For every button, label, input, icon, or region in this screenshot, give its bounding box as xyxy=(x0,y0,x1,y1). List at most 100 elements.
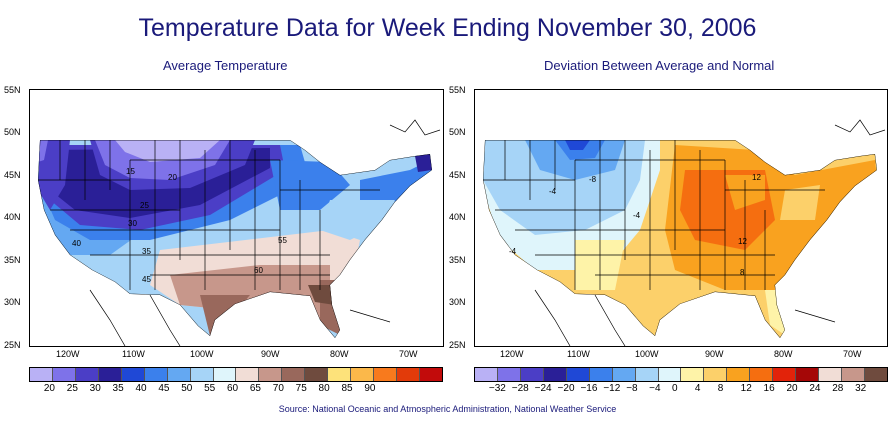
contour-label: 35 xyxy=(142,247,151,256)
lat-label: 25N xyxy=(4,340,21,350)
lon-label: 100W xyxy=(190,349,214,359)
legend-label: 45 xyxy=(158,383,170,394)
legend-swatch xyxy=(704,368,728,381)
legend-swatch xyxy=(566,368,590,381)
legend-swatch xyxy=(167,368,191,381)
legend-label: 12 xyxy=(740,383,752,394)
legend-swatch xyxy=(259,368,283,381)
legend-label: −8 xyxy=(626,383,638,394)
source-credit: Source: National Oceanic and Atmospheric… xyxy=(278,404,617,414)
legend-swatch xyxy=(351,368,375,381)
legend-label: 0 xyxy=(672,383,678,394)
contour-label: -4 xyxy=(549,187,557,196)
lon-label: 80W xyxy=(330,349,349,359)
legend-swatch xyxy=(796,368,820,381)
legend-swatch xyxy=(190,368,214,381)
deviation-color-legend xyxy=(474,367,888,382)
lat-label: 55N xyxy=(449,85,466,95)
legend-swatch xyxy=(374,368,397,381)
deviation-map: -8 -4 -4 -4 12 12 8 xyxy=(474,89,888,347)
lat-label: 30N xyxy=(449,297,466,307)
legend-swatch xyxy=(397,368,420,381)
legend-label: 32 xyxy=(855,383,867,394)
legend-swatch xyxy=(658,368,682,381)
contour-label: 20 xyxy=(168,173,177,182)
legend-label: 4 xyxy=(694,383,701,394)
legend-swatch xyxy=(864,368,887,381)
left-map-subtitle: Average Temperature xyxy=(163,58,288,73)
legend-swatch xyxy=(144,368,168,381)
deviation-map-svg: -8 -4 -4 -4 12 12 8 xyxy=(483,119,886,346)
legend-label: 60 xyxy=(227,383,239,394)
temperature-color-legend xyxy=(29,367,443,382)
legend-label: −24 xyxy=(534,383,552,394)
legend-label: 50 xyxy=(181,383,193,394)
legend-swatch xyxy=(819,368,842,381)
lat-label: 55N xyxy=(4,85,21,95)
legend-label: −32 xyxy=(488,383,506,394)
contour-label: -8 xyxy=(589,175,597,184)
contour-label: -4 xyxy=(633,211,641,220)
lat-label: 40N xyxy=(449,212,466,222)
legend-label: 55 xyxy=(204,383,216,394)
contour-label: 12 xyxy=(738,237,747,246)
legend-swatch xyxy=(121,368,145,381)
lon-label: 110W xyxy=(122,349,145,359)
legend-swatch xyxy=(328,368,352,381)
legend-swatch xyxy=(750,368,774,381)
lat-label: 25N xyxy=(449,340,466,350)
legend-label: −16 xyxy=(580,383,598,394)
lat-label: 40N xyxy=(4,212,21,222)
legend-swatch xyxy=(520,368,544,381)
lat-label: 45N xyxy=(449,170,466,180)
lon-label: 100W xyxy=(635,349,659,359)
lat-label: 35N xyxy=(4,255,21,265)
legend-label: 75 xyxy=(295,383,307,394)
lat-label: 45N xyxy=(4,170,21,180)
legend-label: 24 xyxy=(809,383,821,394)
average-temperature-map-svg: 15 20 25 30 35 40 45 55 60 xyxy=(38,119,441,346)
legend-label: −4 xyxy=(649,383,661,394)
contour-label: 45 xyxy=(142,275,151,284)
legend-label: 35 xyxy=(112,383,124,394)
legend-label: 8 xyxy=(717,383,724,394)
legend-label: 20 xyxy=(786,383,798,394)
legend-swatch xyxy=(842,368,865,381)
contour-label: -4 xyxy=(509,247,517,256)
lon-label: 70W xyxy=(843,349,862,359)
lon-label: 70W xyxy=(399,349,418,359)
legend-swatch xyxy=(75,368,99,381)
legend-label: 25 xyxy=(66,383,78,394)
right-map-subtitle: Deviation Between Average and Normal xyxy=(544,58,775,73)
legend-swatch xyxy=(236,368,260,381)
contour-label: 30 xyxy=(128,219,137,228)
legend-swatch xyxy=(52,368,76,381)
lon-label: 80W xyxy=(774,349,793,359)
legend-label: 80 xyxy=(318,383,330,394)
legend-swatch xyxy=(589,368,613,381)
legend-swatch xyxy=(773,368,797,381)
legend-label: −12 xyxy=(603,383,621,394)
legend-label: 20 xyxy=(43,383,55,394)
contour-label: 25 xyxy=(140,201,149,210)
lon-label: 90W xyxy=(261,349,280,359)
contour-label: 40 xyxy=(72,239,81,248)
contour-label: 60 xyxy=(254,266,263,275)
contour-label: 12 xyxy=(752,173,761,182)
lon-label: 110W xyxy=(567,349,590,359)
legend-label: 16 xyxy=(763,383,775,394)
contour-label: 55 xyxy=(278,236,287,245)
legend-swatch xyxy=(635,368,659,381)
legend-label: 28 xyxy=(832,383,844,394)
legend-swatch xyxy=(543,368,567,381)
legend-swatch xyxy=(681,368,705,381)
legend-swatch xyxy=(213,368,237,381)
legend-swatch xyxy=(305,368,329,381)
legend-label: 30 xyxy=(89,383,101,394)
legend-label: 85 xyxy=(341,383,353,394)
lat-label: 50N xyxy=(449,127,466,137)
legend-swatch xyxy=(30,368,53,381)
lon-label: 120W xyxy=(56,349,80,359)
legend-swatch xyxy=(282,368,306,381)
legend-swatch xyxy=(475,368,498,381)
